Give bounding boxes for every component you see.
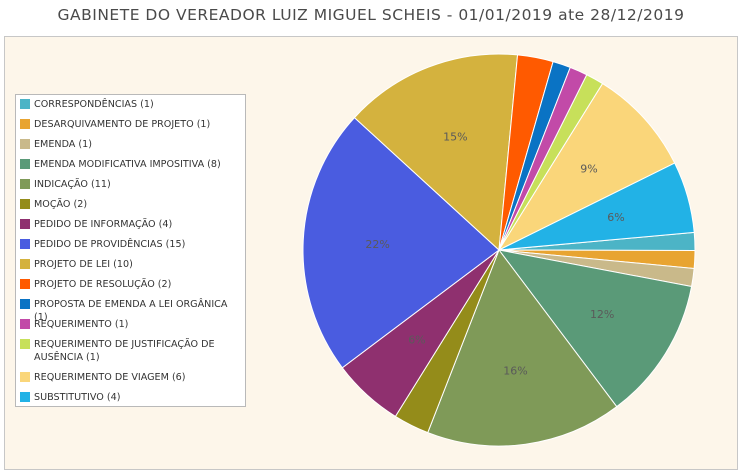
pie-slice[interactable] [497,82,676,252]
legend-swatch [20,139,30,149]
pie-slice[interactable] [497,249,693,408]
legend-swatch [20,279,30,289]
slice-percent-label: 15% [443,131,467,144]
legend-label: MOÇÃO (2) [34,199,88,210]
legend-label: CORRESPONDÊNCIAS (1) [34,99,154,110]
slice-percent-label: 16% [503,364,527,377]
legend-label: EMENDA (1) [34,139,92,150]
legend-swatch [20,159,30,169]
slice-percent-label: 12% [590,308,614,321]
legend-label: EMENDA MODIFICATIVA IMPOSITIVA (8) [34,159,221,170]
slice-percent-label: 6% [408,334,425,347]
legend-label: PEDIDO DE PROVIDÊNCIAS (15) [34,239,186,250]
legend-label: SUBSTITUTIVO (4) [34,392,121,403]
chart-legend: CORRESPONDÊNCIAS (1) DESARQUIVAMENTO DE P… [15,94,246,407]
legend-label: REQUERIMENTO DE JUSTIFICAÇÃO DE AUSÊNCIA… [34,339,215,363]
legend-swatch [20,392,30,402]
legend-label: REQUERIMENTO DE VIAGEM (6) [34,372,186,383]
legend-swatch [20,259,30,269]
legend-label: REQUERIMENTO (1) [34,319,129,330]
pie-slice[interactable] [427,248,618,447]
slice-percent-label: 6% [607,211,624,224]
legend-label: INDICAÇÃO (11) [34,179,111,190]
legend-swatch [20,99,30,109]
legend-swatch [20,219,30,229]
legend-swatch [20,299,30,309]
pie-slice[interactable] [353,53,519,252]
legend-label: PROJETO DE RESOLUÇÃO (2) [34,279,172,290]
pie-slice[interactable] [498,162,695,251]
legend-swatch [20,119,30,129]
legend-swatch [20,339,30,349]
legend-label: PEDIDO DE INFORMAÇÃO (4) [34,219,173,230]
legend-label: DESARQUIVAMENTO DE PROJETO (1) [34,119,211,130]
pie-slice[interactable] [302,116,500,369]
legend-label: PROPOSTA DE EMENDA A LEI ORGÂNICA (1) [34,299,228,323]
legend-label: PROJETO DE LEI (10) [34,259,133,270]
slice-percent-label: 9% [580,162,597,175]
slice-percent-label: 22% [365,238,389,251]
legend-swatch [20,239,30,249]
legend-swatch [20,179,30,189]
legend-swatch [20,199,30,209]
chart-title: GABINETE DO VEREADOR LUIZ MIGUEL SCHEIS … [57,6,685,24]
legend-swatch [20,319,30,329]
legend-swatch [20,372,30,382]
